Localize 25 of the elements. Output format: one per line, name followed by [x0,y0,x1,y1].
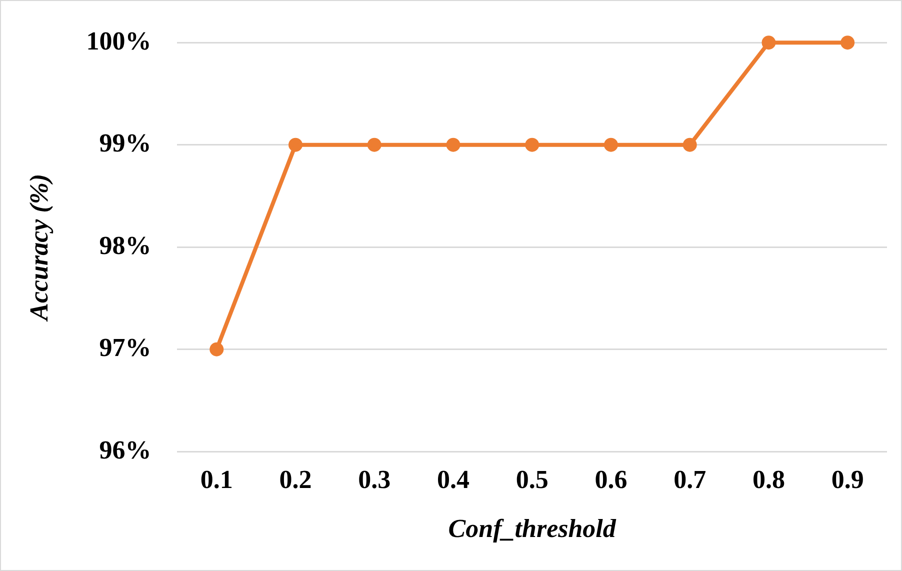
point [446,138,460,152]
point [525,138,540,152]
x-tick-label: 0.6 [594,464,628,494]
y-axis-title: Accuracy (%) [24,174,54,322]
point [367,138,382,152]
y-tick-label: 100% [86,26,152,56]
y-tick-label: 97% [99,333,152,362]
point [840,36,855,50]
x-tick-label: 0.4 [436,464,470,494]
point [762,36,776,50]
point [288,138,302,152]
point [682,138,697,152]
point [210,342,224,356]
y-tick-label: 98% [99,230,152,260]
x-tick-label: 0.5 [516,464,548,494]
x-tick-label: 0.3 [358,464,391,494]
x-tick-label: 0.9 [831,464,864,494]
point [604,138,618,152]
x-tick-label: 0.7 [674,464,706,494]
x-axis-title: Conf_threshold [448,514,617,544]
x-tick-label: 0.8 [752,464,785,494]
x-tick-label: 0.1 [200,464,233,494]
y-tick-label: 99% [99,128,152,158]
x-tick-label: 0.2 [279,464,312,494]
y-tick-label: 96% [99,435,152,464]
